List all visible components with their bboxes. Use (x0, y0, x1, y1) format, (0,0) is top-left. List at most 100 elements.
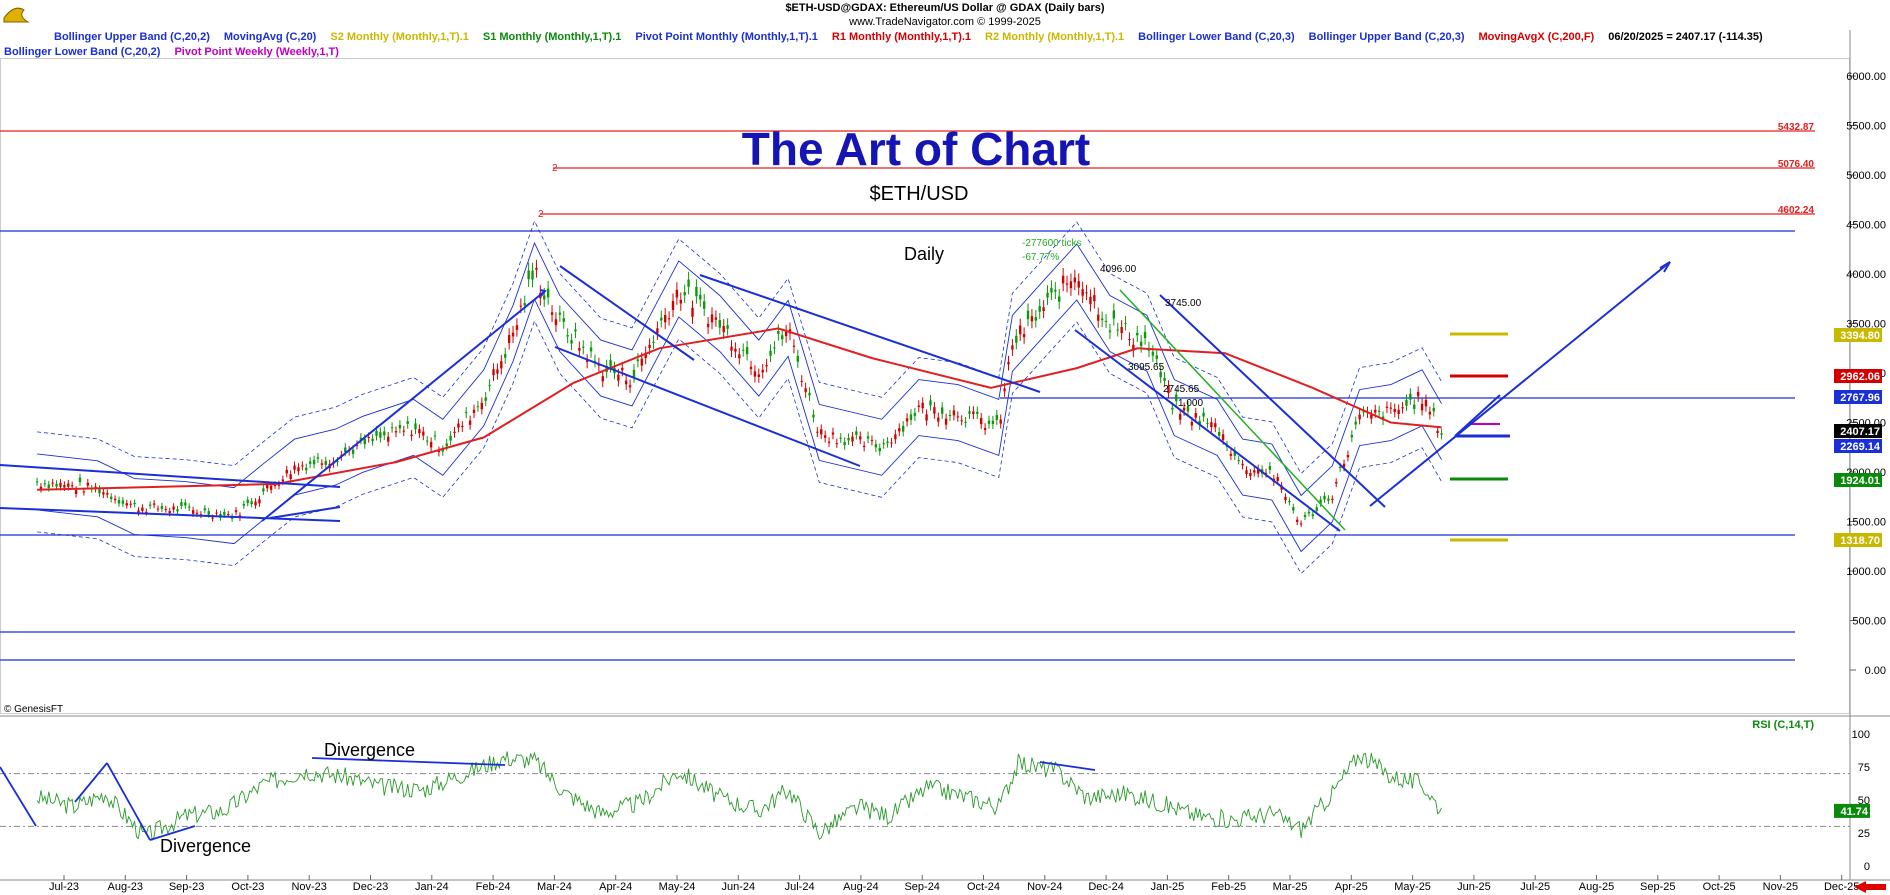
percent-note: -67.77% (1022, 252, 1059, 263)
candle-body (1409, 393, 1412, 400)
candle-body (437, 450, 441, 453)
candle-body (898, 428, 901, 432)
candle-body (765, 364, 768, 367)
trend-line (261, 290, 546, 522)
candle-body (640, 358, 643, 366)
candle-body (1124, 322, 1127, 324)
trend-line (1159, 294, 1386, 508)
candle-body (714, 317, 718, 320)
candle-body (1303, 515, 1307, 518)
candle-body (1081, 289, 1084, 296)
candle-body (176, 509, 179, 512)
bollinger-upper-band-3 (37, 219, 1442, 475)
candle-body (909, 414, 913, 420)
candle-body (55, 483, 58, 487)
price-y-tick-label: 6000.00 (1846, 71, 1886, 83)
candle-body (1315, 507, 1318, 511)
candle-body (550, 312, 554, 315)
candle-body (999, 419, 1002, 424)
candle-body (562, 318, 565, 322)
legend-row2-item-1: Pivot Point Weekly (Weekly,1,T) (174, 46, 339, 58)
candle-body (515, 325, 519, 330)
candle-body (1217, 432, 1221, 436)
candle-body (827, 441, 831, 443)
x-tick-label: Jul-24 (785, 881, 815, 893)
x-tick-label: Jul-25 (1520, 881, 1550, 893)
candle-body (1253, 470, 1256, 473)
candle-body (422, 431, 425, 436)
candle-body (554, 319, 558, 326)
candle-body (566, 335, 569, 337)
candle-body (141, 507, 144, 511)
candle-body (991, 420, 995, 425)
price-badge-label: 2269.14 (1840, 441, 1881, 453)
candle-body (527, 270, 530, 280)
candle-body (742, 349, 745, 351)
candle-body (273, 484, 277, 486)
candle-body (933, 407, 936, 414)
candle-body (1292, 507, 1295, 511)
price-badge-label: 2767.96 (1840, 392, 1880, 404)
x-tick-label: Dec-25 (1824, 881, 1859, 893)
candle-body (1288, 500, 1291, 503)
candle-body (862, 445, 866, 448)
candle-body (468, 420, 472, 425)
candle-body (106, 493, 109, 495)
resistance-level-label: 5432.87 (1778, 122, 1815, 133)
candle-body (1034, 317, 1038, 321)
legend-row-2: Bollinger Lower Band (C,20,2) Pivot Point… (4, 46, 353, 58)
legend-row1-item-10: 06/20/2025 = 2407.17 (-114.35) (1608, 31, 1763, 43)
x-tick-label: Mar-24 (537, 881, 572, 893)
candle-body (472, 409, 476, 414)
scroll-right-arrow-icon[interactable] (1854, 881, 1886, 893)
candle-body (344, 447, 347, 453)
candle-body (660, 317, 663, 321)
candle-body (1397, 409, 1400, 415)
candle-body (773, 347, 776, 349)
candle-body (652, 341, 655, 343)
r-marker-1: 2 (552, 163, 558, 174)
candle-body (796, 356, 800, 362)
candle-body (1311, 514, 1315, 517)
rsi-line (36, 751, 1443, 842)
candle-body (1307, 511, 1311, 514)
candle-body (1413, 404, 1416, 409)
price-badge-label: 1318.70 (1840, 535, 1880, 547)
candle-body (1128, 339, 1131, 341)
candle-body (1026, 310, 1030, 320)
candle-body (609, 360, 612, 367)
candle-body (1054, 289, 1057, 292)
candle-body (1346, 454, 1350, 458)
candle-body (1233, 451, 1236, 456)
candle-body (121, 500, 125, 504)
candle-body (43, 483, 47, 485)
candle-body (901, 425, 905, 432)
candle-body (1100, 318, 1104, 321)
candle-body (624, 380, 628, 385)
candle-body (109, 496, 113, 500)
x-tick-label: Aug-23 (108, 881, 143, 893)
candle-body (1022, 334, 1026, 338)
candle-body (671, 300, 675, 311)
price-y-tick-label: 4500.00 (1846, 220, 1886, 232)
candle-body (1440, 433, 1443, 435)
candle-body (749, 366, 753, 370)
fib-label: 2745.65 (1163, 384, 1200, 395)
candle-body (1268, 466, 1272, 470)
candle-body (866, 436, 870, 439)
candle-body (1335, 481, 1338, 484)
candle-body (570, 340, 573, 344)
resistance-level-label: 5076.40 (1778, 159, 1815, 170)
price-y-tick-label: 5000.00 (1846, 170, 1886, 182)
candle-body (1058, 296, 1061, 302)
price-badge-label: 3394.80 (1840, 330, 1880, 342)
x-tick-label: Mar-25 (1273, 881, 1308, 893)
candle-body (1194, 413, 1197, 418)
candle-body (429, 441, 433, 448)
fib-label: 1.000 (1178, 398, 1203, 409)
candle-body (480, 402, 484, 410)
candle-body (1206, 422, 1209, 424)
candle-body (297, 467, 300, 472)
fib-label: 4096.00 (1100, 264, 1137, 275)
candle-body (777, 331, 780, 334)
